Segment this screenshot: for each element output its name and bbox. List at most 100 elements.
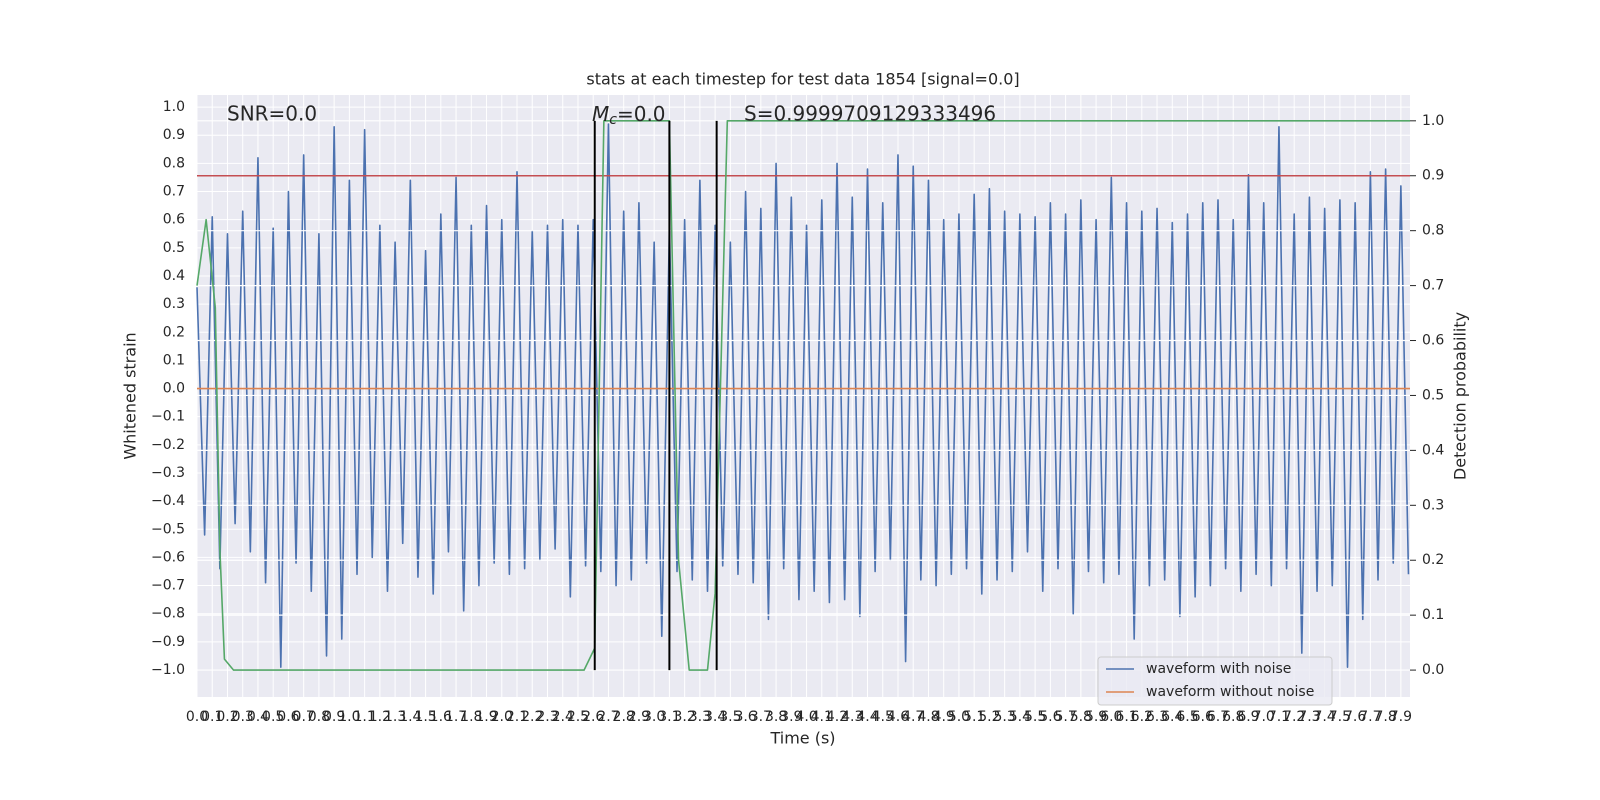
- x-tick-label: 4.0: [795, 709, 817, 725]
- y-tick-label: 0.0: [163, 381, 185, 397]
- x-tick-label: 3.9: [780, 709, 802, 725]
- x-tick-label: 2.0: [491, 709, 513, 725]
- x-tick-label: 4.1: [811, 709, 833, 725]
- x-tick-label: 3.5: [719, 709, 741, 725]
- y-tick-label: −1.0: [151, 662, 185, 678]
- y-tick-label: −0.2: [151, 437, 185, 453]
- y-tick-label: 0.4: [163, 268, 185, 284]
- x-tick-label: 7.1: [1268, 709, 1290, 725]
- x-axis-label: Time (s): [769, 729, 835, 748]
- y-tick-label: −0.8: [151, 606, 185, 622]
- legend-box: [1097, 656, 1333, 706]
- y-axis-label: Whitened strain: [121, 332, 140, 459]
- x-tick-label: 6.2: [1131, 709, 1153, 725]
- y2-tick-label: 0.6: [1422, 333, 1444, 349]
- x-tick-label: 6.9: [1237, 709, 1259, 725]
- x-tick-label: 3.8: [765, 709, 787, 725]
- x-tick-label: 0.0: [186, 709, 208, 725]
- x-tick-label: 0.9: [323, 709, 345, 725]
- x-tick-label: 6.3: [1146, 709, 1168, 725]
- x-tick-label: 0.6: [277, 709, 299, 725]
- annotation: SNR=0.0: [227, 102, 317, 126]
- x-tick-label: 7.4: [1314, 709, 1336, 725]
- x-tick-label: 1.4: [399, 709, 421, 725]
- x-tick-label: 2.1: [506, 709, 528, 725]
- x-tick-label: 5.7: [1054, 709, 1076, 725]
- x-tick-label: 5.5: [1024, 709, 1046, 725]
- y-tick-label: 0.6: [163, 212, 185, 228]
- x-tick-label: 5.9: [1085, 709, 1107, 725]
- annotation: S=0.9999709129333496: [744, 102, 996, 126]
- x-tick-label: 0.2: [216, 709, 238, 725]
- x-tick-label: 3.3: [689, 709, 711, 725]
- x-tick-label: 7.2: [1283, 709, 1305, 725]
- x-tick-label: 7.3: [1298, 709, 1320, 725]
- legend-label: waveform with noise: [1146, 661, 1291, 677]
- x-tick-label: 7.5: [1329, 709, 1351, 725]
- x-tick-label: 1.7: [445, 709, 467, 725]
- x-tick-label: 7.0: [1253, 709, 1275, 725]
- x-tick-label: 6.7: [1207, 709, 1229, 725]
- x-tick-label: 4.2: [826, 709, 848, 725]
- y2-tick-label: 0.1: [1422, 607, 1444, 623]
- y-tick-label: −0.3: [151, 465, 185, 481]
- x-tick-label: 3.6: [734, 709, 756, 725]
- x-tick-label: 4.4: [856, 709, 878, 725]
- series-line: [196, 120, 1410, 671]
- x-tick-label: 0.5: [262, 709, 284, 725]
- y-tick-label: 0.5: [163, 240, 185, 256]
- x-tick-label: 5.2: [978, 709, 1000, 725]
- y2-tick-label: 0.7: [1422, 278, 1444, 294]
- x-tick-label: 0.7: [293, 709, 315, 725]
- x-tick-label: 6.6: [1192, 709, 1214, 725]
- x-tick-label: 5.4: [1009, 709, 1031, 725]
- x-tick-label: 7.6: [1344, 709, 1366, 725]
- x-tick-label: 1.8: [460, 709, 482, 725]
- x-tick-label: 0.1: [201, 709, 223, 725]
- x-tick-label: 5.6: [1039, 709, 1061, 725]
- y-tick-label: −0.5: [151, 521, 185, 537]
- x-tick-label: 0.4: [247, 709, 269, 725]
- x-tick-label: 1.3: [384, 709, 406, 725]
- x-tick-label: 4.7: [902, 709, 924, 725]
- x-tick-label: 3.0: [643, 709, 665, 725]
- x-tick-label: 6.1: [1115, 709, 1137, 725]
- y-tick-label: −0.1: [151, 409, 185, 425]
- x-tick-label: 5.3: [994, 709, 1016, 725]
- x-tick-label: 6.5: [1176, 709, 1198, 725]
- y-tick-label: −0.7: [151, 578, 185, 594]
- y2-tick-label: 0.9: [1422, 168, 1444, 184]
- plot-layers: 0.00.10.20.30.40.50.60.70.80.91.01.11.21…: [151, 95, 1444, 725]
- x-tick-label: 2.2: [521, 709, 543, 725]
- y2-tick-label: 0.8: [1422, 223, 1444, 239]
- x-tick-label: 6.0: [1100, 709, 1122, 725]
- x-tick-label: 3.1: [658, 709, 680, 725]
- y-tick-label: 0.9: [163, 127, 185, 143]
- x-tick-label: 0.8: [308, 709, 330, 725]
- x-tick-label: 4.9: [933, 709, 955, 725]
- x-tick-label: 1.0: [338, 709, 360, 725]
- x-tick-label: 1.2: [369, 709, 391, 725]
- y-tick-label: 1.0: [163, 99, 185, 115]
- x-tick-label: 2.4: [552, 709, 574, 725]
- x-tick-label: 1.1: [353, 709, 375, 725]
- x-tick-label: 7.9: [1390, 709, 1412, 725]
- x-tick-label: 1.9: [475, 709, 497, 725]
- annotation-value: =0.0: [617, 102, 666, 126]
- x-tick-label: 2.3: [536, 709, 558, 725]
- x-tick-label: 2.7: [597, 709, 619, 725]
- annotation-symbol: M: [592, 102, 609, 126]
- x-tick-label: 3.4: [704, 709, 726, 725]
- y2-tick-label: 0.0: [1422, 662, 1444, 678]
- y2-tick-label: 0.4: [1422, 442, 1444, 458]
- x-tick-label: 4.5: [872, 709, 894, 725]
- y2-tick-label: 0.5: [1422, 387, 1444, 403]
- x-tick-label: 5.1: [963, 709, 985, 725]
- x-tick-label: 5.8: [1070, 709, 1092, 725]
- y2-axis-label: Detection probability: [1451, 312, 1470, 480]
- y-tick-label: 0.3: [163, 296, 185, 312]
- x-tick-label: 2.6: [582, 709, 604, 725]
- y2-tick-label: 0.3: [1422, 497, 1444, 513]
- y2-tick-label: 0.2: [1422, 552, 1444, 568]
